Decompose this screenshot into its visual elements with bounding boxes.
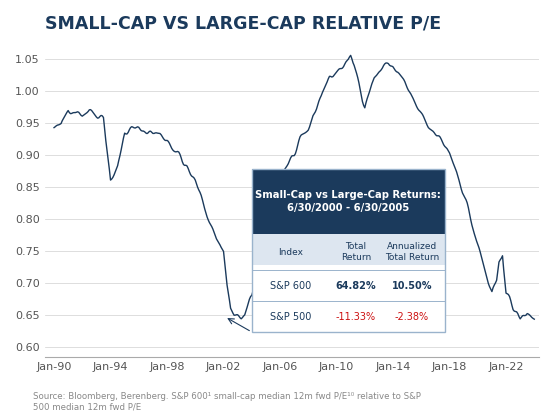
Text: Source: Bloomberg, Berenberg. S&P 600¹ small-cap median 12m fwd P/E¹⁰ relative t: Source: Bloomberg, Berenberg. S&P 600¹ s… (33, 392, 421, 412)
Text: SMALL-CAP VS LARGE-CAP RELATIVE P/E: SMALL-CAP VS LARGE-CAP RELATIVE P/E (45, 15, 441, 33)
